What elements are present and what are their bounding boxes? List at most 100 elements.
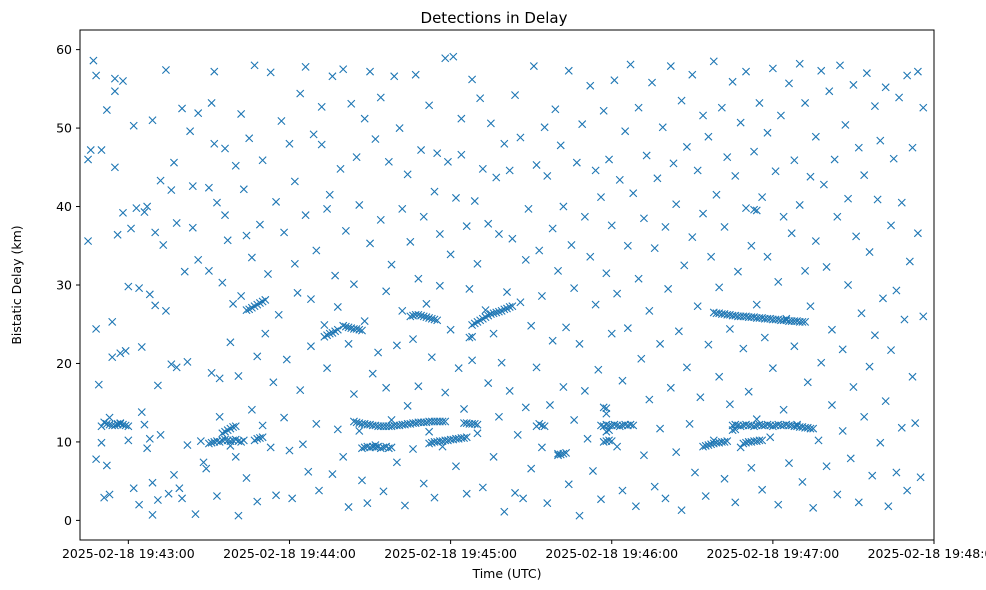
data-point (156, 176, 165, 185)
data-point (849, 80, 858, 89)
data-point (384, 157, 393, 166)
data-point (320, 321, 329, 330)
data-point (919, 103, 928, 112)
data-point (135, 284, 144, 293)
data-point (771, 167, 780, 176)
data-point (409, 444, 417, 453)
data-point (685, 419, 694, 428)
data-point (406, 237, 415, 246)
data-point (919, 312, 928, 321)
data-point (333, 425, 342, 434)
data-point (618, 376, 627, 385)
data-point (814, 436, 823, 445)
data-point (430, 493, 439, 502)
data-point (435, 230, 444, 238)
data-point (352, 324, 361, 333)
data-point (438, 417, 447, 426)
data-point (360, 114, 369, 123)
data-point (357, 326, 366, 335)
data-point (422, 299, 431, 308)
data-point (194, 109, 203, 118)
data-point (841, 120, 850, 129)
data-point (862, 69, 871, 78)
data-point (731, 498, 740, 507)
data-point (486, 310, 495, 319)
data-point (876, 136, 885, 145)
data-point (116, 349, 125, 358)
data-point (266, 68, 275, 77)
data-point (317, 102, 326, 111)
data-point (801, 317, 810, 326)
data-point (207, 438, 216, 447)
data-point (752, 415, 761, 424)
data-point (344, 503, 353, 512)
y-tick-label: 30 (56, 278, 72, 293)
data-point (433, 316, 442, 325)
data-point (250, 61, 259, 70)
data-point (701, 492, 710, 501)
data-point (586, 81, 595, 90)
data-point (846, 454, 855, 463)
data-point (384, 444, 393, 453)
data-point (460, 404, 469, 413)
data-point (285, 446, 294, 455)
data-point (336, 164, 345, 173)
data-point (457, 114, 466, 123)
data-point (519, 494, 528, 503)
data-point (229, 423, 238, 432)
data-point (312, 246, 321, 255)
data-point (723, 153, 732, 162)
data-point (355, 426, 364, 435)
data-point (849, 383, 858, 391)
data-point (473, 259, 482, 268)
data-point (242, 474, 251, 483)
data-point (285, 139, 294, 148)
data-point (263, 270, 272, 279)
data-point (642, 151, 651, 160)
data-point (511, 91, 520, 100)
data-point (288, 494, 297, 503)
data-point (599, 106, 608, 115)
data-point (110, 163, 119, 172)
data-point (212, 492, 221, 501)
data-point (564, 480, 573, 489)
data-point (503, 288, 511, 297)
data-point (465, 333, 474, 342)
data-point (178, 494, 187, 503)
data-point (124, 422, 133, 431)
data-point (790, 156, 799, 165)
data-point (532, 363, 541, 372)
data-point (516, 298, 525, 307)
data-point (172, 219, 181, 228)
data-point (395, 124, 404, 133)
data-point (392, 341, 401, 350)
data-point (476, 94, 485, 103)
data-point (127, 224, 136, 233)
data-point (494, 230, 503, 238)
data-point (425, 439, 434, 448)
data-point (478, 483, 487, 492)
data-point (478, 164, 487, 173)
data-point (653, 174, 662, 183)
data-point (750, 205, 759, 214)
data-point (658, 123, 667, 132)
data-point (548, 224, 557, 233)
data-point (554, 266, 563, 275)
data-point (143, 444, 152, 453)
data-point (704, 340, 713, 349)
data-point (803, 378, 812, 387)
data-point (809, 503, 818, 512)
data-point (599, 437, 608, 446)
data-point (344, 339, 353, 348)
data-point (897, 423, 906, 432)
data-point (341, 322, 350, 331)
data-point (677, 96, 686, 105)
data-point (602, 404, 611, 413)
data-point (889, 154, 898, 163)
data-point (339, 65, 348, 74)
data-point (449, 52, 458, 61)
data-point (817, 358, 826, 367)
data-point (819, 180, 828, 189)
y-tick-label: 20 (56, 356, 72, 371)
data-point (427, 314, 436, 323)
